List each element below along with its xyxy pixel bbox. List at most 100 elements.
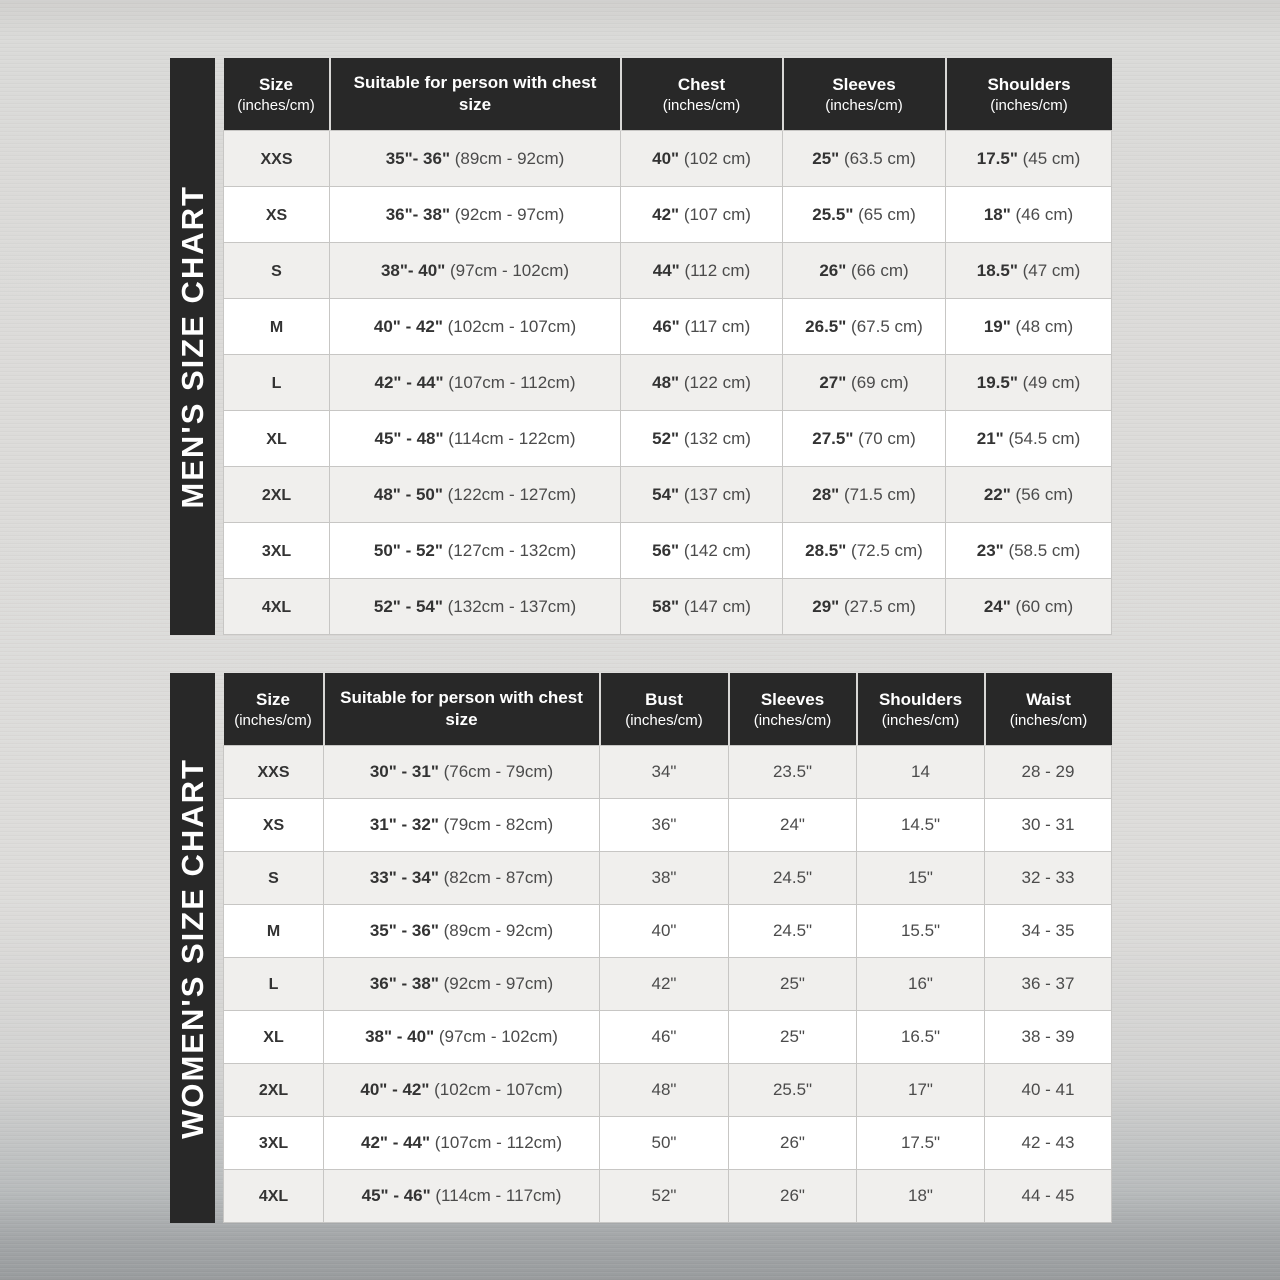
size-label-cell: 3XL <box>223 1116 324 1170</box>
table-cell: 45" - 48" (114cm - 122cm) <box>329 410 621 467</box>
table-row: XXS 30" - 31" (76cm - 79cm) 34" 23.5" 14 28 -… <box>223 745 1112 799</box>
size-label-cell: XXS <box>223 130 330 187</box>
table-cell: 36 - 37 <box>984 957 1112 1011</box>
table-cell: 26" <box>728 1169 857 1223</box>
column-header: Bust (inches/cm) <box>599 673 730 746</box>
table-cell: 45" - 46" (114cm - 117cm) <box>323 1169 600 1223</box>
table-cell: 15.5" <box>856 904 985 958</box>
table-cell: 24.5" <box>728 904 857 958</box>
table-cell: 24" <box>728 798 857 852</box>
table-cell: 25" <box>728 1010 857 1064</box>
size-label-cell: XXS <box>223 745 324 799</box>
size-label-cell: M <box>223 298 330 355</box>
size-label-cell: 2XL <box>223 466 330 523</box>
table-cell: 24.5" <box>728 851 857 905</box>
mens-size-table: Size (inches/cm) Suitable for person with … <box>223 58 1112 635</box>
table-cell: 35" - 36" (89cm - 92cm) <box>323 904 600 958</box>
table-cell: 40" - 42" (102cm - 107cm) <box>329 298 621 355</box>
table-row: S 33" - 34" (82cm - 87cm) 38" 24.5" 15" 32 - … <box>223 851 1112 905</box>
table-row: XS 36"- 38" (92cm - 97cm) 42" (107 cm) 25.5… <box>223 186 1112 243</box>
table-cell: 50" - 52" (127cm - 132cm) <box>329 522 621 579</box>
table-cell: 40 - 41 <box>984 1063 1112 1117</box>
table-cell: 35"- 36" (89cm - 92cm) <box>329 130 621 187</box>
size-label-cell: 4XL <box>223 1169 324 1223</box>
womens-table-header-row: Size (inches/cm) Suitable for person with … <box>223 673 1112 746</box>
table-row: XL 38" - 40" (97cm - 102cm) 46" 25" 16.5" 38 … <box>223 1010 1112 1064</box>
table-row: 2XL 40" - 42" (102cm - 107cm) 48" 25.5" 17" 4… <box>223 1063 1112 1117</box>
table-cell: 30" - 31" (76cm - 79cm) <box>323 745 600 799</box>
table-cell: 36" <box>599 798 729 852</box>
column-header: Chest (inches/cm) <box>620 58 784 131</box>
column-header: Waist (inches/cm) <box>984 673 1112 746</box>
size-label-cell: 3XL <box>223 522 330 579</box>
table-cell: 14.5" <box>856 798 985 852</box>
table-cell: 14 <box>856 745 985 799</box>
table-cell: 23.5" <box>728 745 857 799</box>
table-row: 3XL 50" - 52" (127cm - 132cm) 56" (142 cm)… <box>223 522 1112 579</box>
table-cell: 52" <box>599 1169 729 1223</box>
table-cell: 25.5" (65 cm) <box>782 186 946 243</box>
mens-table-header-row: Size (inches/cm) Suitable for person with … <box>223 58 1112 131</box>
table-cell: 18.5" (47 cm) <box>945 242 1112 299</box>
table-cell: 52" (132 cm) <box>620 410 783 467</box>
table-row: 2XL 48" - 50" (122cm - 127cm) 54" (137 cm)… <box>223 466 1112 523</box>
womens-chart-title-bar: WOMEN'S SIZE CHART <box>170 673 215 1223</box>
size-label-cell: 4XL <box>223 578 330 635</box>
table-cell: 19" (48 cm) <box>945 298 1112 355</box>
table-row: L 42" - 44" (107cm - 112cm) 48" (122 cm) 27… <box>223 354 1112 411</box>
table-row: M 40" - 42" (102cm - 107cm) 46" (117 cm) 26… <box>223 298 1112 355</box>
size-label-cell: S <box>223 851 324 905</box>
table-cell: 36"- 38" (92cm - 97cm) <box>329 186 621 243</box>
table-cell: 28.5" (72.5 cm) <box>782 522 946 579</box>
table-cell: 46" <box>599 1010 729 1064</box>
size-label-cell: XS <box>223 798 324 852</box>
table-cell: 25.5" <box>728 1063 857 1117</box>
table-row: S 38"- 40" (97cm - 102cm) 44" (112 cm) 26" … <box>223 242 1112 299</box>
column-header: Sleeves (inches/cm) <box>728 673 858 746</box>
table-cell: 36" - 38" (92cm - 97cm) <box>323 957 600 1011</box>
column-header: Suitable for person with chest size <box>329 58 622 131</box>
table-cell: 48" - 50" (122cm - 127cm) <box>329 466 621 523</box>
table-cell: 42" (107 cm) <box>620 186 783 243</box>
column-header: Sleeves (inches/cm) <box>782 58 947 131</box>
table-cell: 22" (56 cm) <box>945 466 1112 523</box>
size-label-cell: L <box>223 354 330 411</box>
table-row: 3XL 42" - 44" (107cm - 112cm) 50" 26" 17.5" 4… <box>223 1116 1112 1170</box>
table-cell: 29" (27.5 cm) <box>782 578 946 635</box>
size-label-cell: XL <box>223 1010 324 1064</box>
size-label-cell: L <box>223 957 324 1011</box>
table-cell: 19.5" (49 cm) <box>945 354 1112 411</box>
table-cell: 30 - 31 <box>984 798 1112 852</box>
table-cell: 26.5" (67.5 cm) <box>782 298 946 355</box>
table-cell: 38 - 39 <box>984 1010 1112 1064</box>
table-cell: 18" <box>856 1169 985 1223</box>
table-cell: 48" <box>599 1063 729 1117</box>
table-cell: 25" (63.5 cm) <box>782 130 946 187</box>
womens-size-chart-section: WOMEN'S SIZE CHART Size (inches/cm) Suitab… <box>170 673 1112 1223</box>
table-cell: 56" (142 cm) <box>620 522 783 579</box>
table-cell: 18" (46 cm) <box>945 186 1112 243</box>
table-cell: 17.5" <box>856 1116 985 1170</box>
table-cell: 28" (71.5 cm) <box>782 466 946 523</box>
size-label-cell: S <box>223 242 330 299</box>
womens-table-body: XXS 30" - 31" (76cm - 79cm) 34" 23.5" 14 28 -… <box>223 745 1112 1223</box>
column-header: Size (inches/cm) <box>223 673 325 746</box>
table-cell: 26" <box>728 1116 857 1170</box>
womens-chart-title: WOMEN'S SIZE CHART <box>174 757 210 1139</box>
table-cell: 52" - 54" (132cm - 137cm) <box>329 578 621 635</box>
mens-chart-title-bar: MEN'S SIZE CHART <box>170 58 215 635</box>
table-cell: 33" - 34" (82cm - 87cm) <box>323 851 600 905</box>
table-cell: 28 - 29 <box>984 745 1112 799</box>
table-row: XXS 35"- 36" (89cm - 92cm) 40" (102 cm) 25"… <box>223 130 1112 187</box>
size-label-cell: XL <box>223 410 330 467</box>
table-cell: 42" - 44" (107cm - 112cm) <box>323 1116 600 1170</box>
table-cell: 48" (122 cm) <box>620 354 783 411</box>
table-cell: 15" <box>856 851 985 905</box>
table-cell: 16" <box>856 957 985 1011</box>
mens-table-body: XXS 35"- 36" (89cm - 92cm) 40" (102 cm) 25"… <box>223 130 1112 635</box>
table-cell: 34 - 35 <box>984 904 1112 958</box>
table-row: M 35" - 36" (89cm - 92cm) 40" 24.5" 15.5" 34 … <box>223 904 1112 958</box>
table-cell: 54" (137 cm) <box>620 466 783 523</box>
mens-size-chart-section: MEN'S SIZE CHART Size (inches/cm) Suitable… <box>170 58 1112 635</box>
table-cell: 44 - 45 <box>984 1169 1112 1223</box>
